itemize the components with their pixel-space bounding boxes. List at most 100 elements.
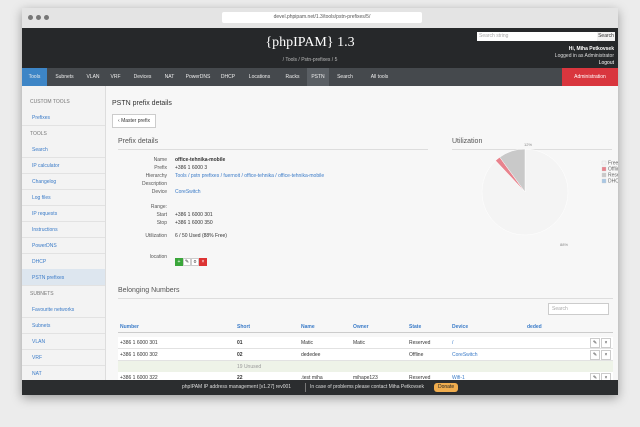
sidebar-link[interactable]: VRF [32,355,42,361]
nav-item[interactable]: DHCP [220,74,236,80]
sidebar-link[interactable]: PowerDNS [32,243,57,249]
table-search[interactable]: Search [548,303,609,315]
cell: mihape123 [353,375,378,381]
legend-label: Reserved [608,173,618,179]
legend-swatch [601,172,607,178]
sidebar-link[interactable]: Changelog [32,179,57,185]
column-header: Owner [353,324,369,330]
browser-window: devel.phpipam.net/1.3/tools/pstn-prefixe… [22,8,618,395]
sidebar-link[interactable]: IP requests [32,211,58,217]
separator [22,365,105,366]
separator [22,285,105,286]
separator [22,349,105,350]
hierarchy-link[interactable]: pstn prefixes [190,173,220,179]
donate-button[interactable]: Donate [434,383,459,392]
delete-button[interactable]: × [601,350,611,360]
separator [22,125,105,126]
column-header: Number [120,324,139,330]
cell: Offline [409,352,424,358]
sidebar-link[interactable]: Search [32,147,48,153]
sidebar: CUSTOM TOOLS Prefixes TOOLS Search IP calcul… [22,86,106,382]
hierarchy-link[interactable]: fuernoit [223,173,241,179]
search-button[interactable]: Search [597,32,615,41]
sidebar-link[interactable]: VLAN [32,339,46,345]
utilization-chart: FreeOfflineReservedDHCP 12% 88% [481,143,618,247]
sidebar-link[interactable]: DHCP [32,259,47,265]
url-bar[interactable]: devel.phpipam.net/1.3/tools/pstn-prefixe… [222,12,422,23]
window-controls[interactable] [28,15,33,20]
cell: Matic [353,340,365,346]
sidebar-link[interactable]: Favourite networks [32,307,75,313]
cell[interactable]: CoreSwitch [452,352,478,358]
admin-menu[interactable]: Administration [562,68,618,86]
sidebar-section: TOOLS [30,131,47,137]
column-header: Short [237,324,251,330]
cell: +386 1 6000 322 [120,375,158,381]
unused-range: 19 Unused [237,364,262,370]
nav-item[interactable]: VRF [110,74,121,80]
sidebar-link[interactable]: PSTN prefixes [32,275,65,281]
sidebar-link[interactable]: Instructions [32,227,58,233]
nav-item[interactable]: Subnets [55,74,74,80]
hierarchy-link[interactable]: office-tehnika-mobile [278,173,325,179]
nav-item[interactable]: VLAN [86,74,100,80]
cell: Reserved [409,375,431,381]
detail-value: 6 / 50 Used (88% Free) [175,233,227,239]
back-button[interactable]: ‹ Master prefix [112,114,156,128]
nav-item[interactable]: PSTN [307,68,329,86]
cell: 22 [237,375,243,381]
edit-button[interactable]: ✎ [590,338,600,348]
cell: dededee [301,352,321,358]
nav-item[interactable]: Tools [22,68,47,86]
edit-button[interactable]: ✎ [590,350,600,360]
detail-label: Name [153,157,167,163]
cell[interactable]: / [452,340,454,346]
greeting: Hi, Miha Petkovsek [568,46,614,52]
cell[interactable]: Wifi-1 [452,375,465,381]
sidebar-link[interactable]: Log files [32,195,51,201]
add-button[interactable]: + [175,258,183,266]
nav-item[interactable]: PowerDNS [185,74,211,80]
sidebar-link[interactable]: Subnets [32,323,51,329]
divider [118,149,428,150]
delete-button[interactable]: × [199,258,207,266]
separator [22,333,105,334]
crumb[interactable]: 5 [334,57,338,63]
view-button[interactable]: o [191,258,199,266]
detail-label: Description [141,181,167,187]
sidebar-section: CUSTOM TOOLS [30,99,70,105]
sidebar-link[interactable]: NAT [32,371,42,377]
app-title: {phpIPAM} 1.3 [265,35,355,50]
footer-contact: In case of problems please contact Miha … [310,384,424,390]
crumb[interactable]: Tools [285,57,298,63]
separator [22,237,105,238]
logout[interactable]: Logout [598,60,614,66]
legend-label: Offline [608,167,618,173]
nav-item[interactable]: Devices [133,74,152,80]
nav-item[interactable]: All tools [370,74,389,80]
delete-button[interactable]: × [601,338,611,348]
hierarchy-link[interactable]: office-tehnika [244,173,274,179]
pie-slice [499,148,526,193]
detail-label: Hierarchy [145,173,167,179]
detail-label: Range: [150,204,167,210]
search-input[interactable]: Search string [477,32,597,41]
sidebar-link[interactable]: Prefixes [32,115,51,121]
footer-version: phpIPAM IP address management [v1.27] re… [182,384,292,390]
nav-item[interactable]: Racks [285,74,300,80]
separator [22,253,105,254]
nav-item[interactable]: NAT [164,74,175,80]
table-header-bg [118,322,613,333]
crumb[interactable]: Pstn-prefixes [301,57,331,63]
breadcrumb: / Tools / Pstn-prefixes / 5 [282,57,338,63]
sidebar-link[interactable]: IP calculator [32,163,60,169]
nav-item[interactable]: Search [337,74,353,80]
nav-item[interactable]: Locations [248,74,271,80]
hierarchy-link[interactable]: Tools [175,173,187,179]
hierarchy: Tools / pstn prefixes / fuernoit / offic… [175,173,325,179]
active-bg [22,269,105,285]
detail-link[interactable]: CoreSwitch [175,189,201,195]
numbers-title: Belonging Numbers [118,287,180,294]
pie-label: 88% [560,242,568,247]
edit-button[interactable]: ✎ [183,258,191,266]
